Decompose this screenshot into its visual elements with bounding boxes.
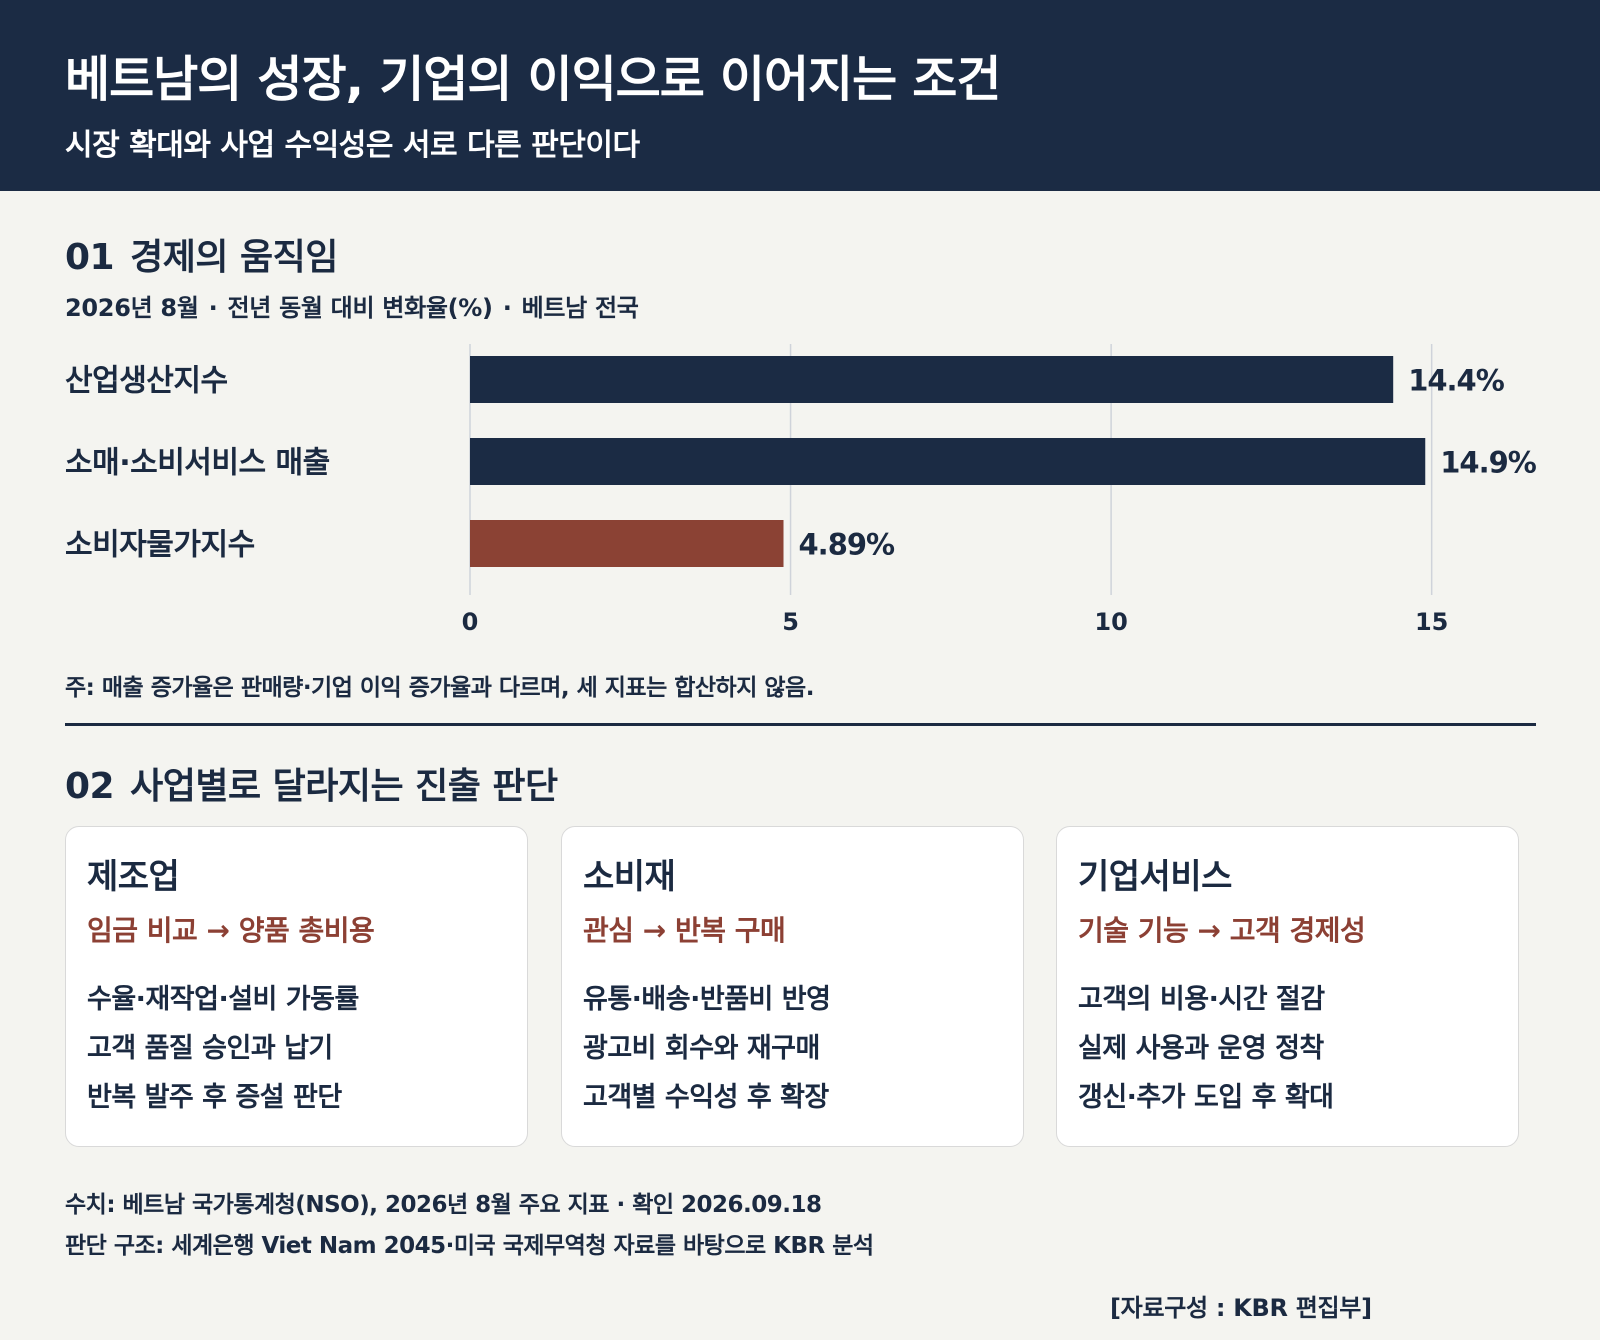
category-label: 소비자물가지수 bbox=[65, 528, 255, 563]
chart-subtitle-separator: · bbox=[502, 294, 512, 322]
data-label: 14.9% bbox=[1440, 446, 1537, 480]
card-item: 실제 사용과 운영 정착 bbox=[1078, 1033, 1324, 1064]
section2-title: 사업별로 달라지는 진출 판단 bbox=[130, 766, 558, 807]
bar-chart: 0 5 10 15 산업생산지수 14.4% 소매·소비서비스 매출 14.9% 소비자물가지수… bbox=[65, 344, 1538, 636]
section2-number: 02 bbox=[65, 766, 115, 807]
card-flow: 관심 → 반복 구매 bbox=[583, 914, 786, 947]
category-label: 산업생산지수 bbox=[65, 364, 228, 399]
card-title: 기업서비스 bbox=[1078, 857, 1232, 897]
section1-number: 01 bbox=[65, 237, 115, 278]
x-tick-label: 10 bbox=[1094, 608, 1127, 636]
card-title: 제조업 bbox=[87, 857, 180, 897]
source-note: 수치: 베트남 국가통계청(NSO), 2026년 8월 주요 지표 · 확인 … bbox=[65, 1192, 822, 1218]
card-item: 반복 발주 후 증설 판단 bbox=[87, 1082, 342, 1113]
credit-line: [자료구성 : KBR 편집부] bbox=[1110, 1294, 1372, 1322]
page-subtitle: 시장 확대와 사업 수익성은 서로 다른 판단이다 bbox=[65, 128, 640, 163]
x-tick-label: 15 bbox=[1415, 608, 1448, 636]
card-business-services: 기업서비스 기술 기능 → 고객 경제성 고객의 비용·시간 절감 실제 사용과… bbox=[1056, 826, 1519, 1147]
card-title: 소비재 bbox=[583, 857, 676, 897]
section-divider bbox=[65, 723, 1536, 726]
data-label: 14.4% bbox=[1408, 364, 1505, 398]
card-item: 유통·배송·반품비 반영 bbox=[583, 984, 831, 1015]
page-title: 베트남의 성장, 기업의 이익으로 이어지는 조건 bbox=[65, 51, 1001, 108]
card-item: 갱신·추가 도입 후 확대 bbox=[1078, 1082, 1334, 1113]
card-manufacturing: 제조업 임금 비교 → 양품 총비용 수율·재작업·설비 가동률 고객 품질 승… bbox=[65, 826, 528, 1147]
chart-subtitle-measure: 전년 동월 대비 변화율(%) bbox=[227, 294, 493, 322]
card-item: 광고비 회수와 재구매 bbox=[583, 1033, 820, 1064]
bar bbox=[470, 356, 1394, 403]
section2-heading: 02 사업별로 달라지는 진출 판단 bbox=[65, 757, 558, 809]
chart-subtitle-period: 2026년 8월 bbox=[65, 294, 199, 322]
chart-subtitle-region: 베트남 전국 bbox=[521, 294, 639, 322]
section1-title: 경제의 움직임 bbox=[130, 237, 338, 278]
bar bbox=[470, 438, 1426, 485]
category-label: 소매·소비서비스 매출 bbox=[65, 446, 330, 481]
card-item: 고객 품질 승인과 납기 bbox=[87, 1033, 333, 1064]
header-banner: 베트남의 성장, 기업의 이익으로 이어지는 조건 시장 확대와 사업 수익성은… bbox=[0, 0, 1600, 191]
card-item: 고객별 수익성 후 확장 bbox=[583, 1082, 829, 1113]
chart-subtitle: 2026년 8월 · 전년 동월 대비 변화율(%) · 베트남 전국 bbox=[65, 288, 639, 323]
card-item: 고객의 비용·시간 절감 bbox=[1078, 984, 1325, 1015]
card-flow: 임금 비교 → 양품 총비용 bbox=[87, 914, 375, 947]
chart-note: 주: 매출 증가율은 판매량·기업 이익 증가율과 다르며, 세 지표는 합산하… bbox=[65, 675, 814, 701]
bar bbox=[470, 520, 784, 567]
card-item: 수율·재작업·설비 가동률 bbox=[87, 984, 359, 1015]
chart-subtitle-separator: · bbox=[208, 294, 218, 322]
section1-heading: 01 경제의 움직임 bbox=[65, 228, 338, 280]
x-tick-label: 0 bbox=[462, 608, 479, 636]
x-tick-label: 5 bbox=[782, 608, 799, 636]
card-consumer-goods: 소비재 관심 → 반복 구매 유통·배송·반품비 반영 광고비 회수와 재구매 … bbox=[561, 826, 1024, 1147]
analysis-note: 판단 구조: 세계은행 Viet Nam 2045·미국 국제무역청 자료를 바… bbox=[65, 1233, 874, 1259]
data-label: 4.89% bbox=[799, 528, 896, 562]
card-flow: 기술 기능 → 고객 경제성 bbox=[1078, 914, 1366, 947]
